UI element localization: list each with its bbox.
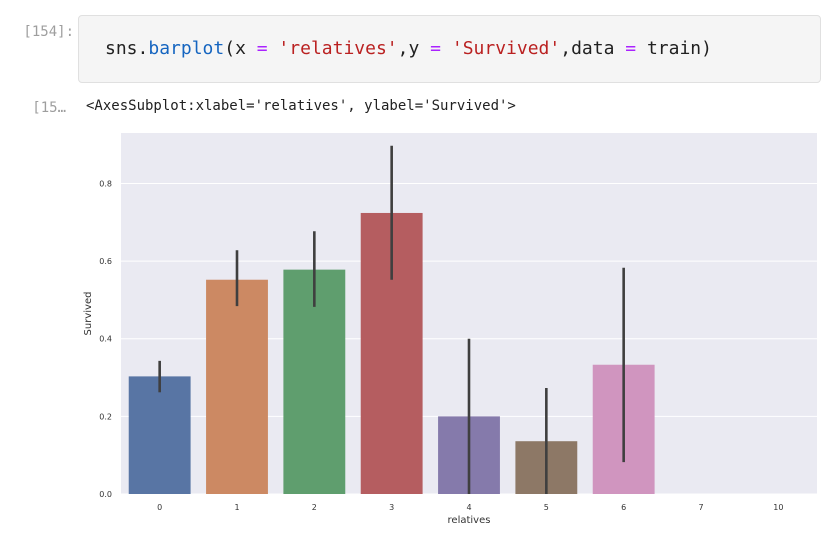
x-tick-label: 3 (389, 503, 394, 512)
x-tick-label: 1 (234, 503, 239, 512)
y-axis-label: Survived (83, 292, 94, 336)
bar (128, 376, 191, 494)
code-close-paren: ) (701, 38, 712, 59)
code-cell-input[interactable]: sns.barplot(x = 'relatives',y = 'Survive… (78, 15, 821, 83)
bar (206, 279, 268, 494)
y-tick-label: 0.2 (99, 412, 112, 421)
x-tick-label: 0 (157, 503, 162, 512)
code-arg-data-name: data (571, 38, 626, 59)
input-prompt: [154]: (23, 24, 74, 40)
x-tick-label: 5 (544, 503, 549, 512)
code-module: sns (105, 38, 138, 59)
code-dot: . (137, 38, 149, 59)
code-function: barplot (148, 38, 225, 59)
code-arg-data-value: train (636, 38, 702, 59)
x-tick-label: 4 (466, 503, 471, 512)
code-arg-x-value: 'relatives' (267, 38, 398, 59)
bar (283, 269, 346, 494)
x-axis-label: relatives (448, 515, 491, 526)
x-tick-label: 10 (773, 503, 783, 512)
output-text: <AxesSubplot:xlabel='relatives', ylabel=… (86, 98, 516, 114)
code-eq-y: = (430, 38, 442, 59)
code-comma-2: , (560, 38, 572, 59)
code-arg-y-value: 'Survived' (441, 38, 561, 59)
code-open-paren: ( (224, 38, 236, 59)
x-tick-label: 6 (621, 503, 626, 512)
y-tick-label: 0.0 (99, 490, 112, 499)
x-tick-label: 2 (312, 503, 317, 512)
code-line: sns.barplot(x = 'relatives',y = 'Survive… (105, 38, 712, 59)
code-arg-x-name: x (235, 38, 257, 59)
y-tick-label: 0.4 (99, 335, 112, 344)
output-prompt: [15… (32, 100, 66, 116)
x-tick-label: 7 (698, 503, 703, 512)
code-comma-1: , (397, 38, 409, 59)
y-tick-label: 0.8 (99, 179, 112, 188)
code-eq-data: = (625, 38, 637, 59)
code-eq-x: = (256, 38, 268, 59)
code-arg-y-name: y (408, 38, 431, 59)
y-tick-label: 0.6 (99, 257, 112, 266)
